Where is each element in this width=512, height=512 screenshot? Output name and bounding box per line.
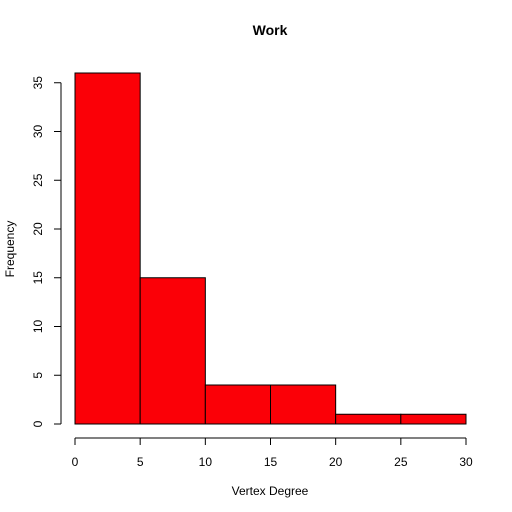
y-tick-label: 35 bbox=[31, 76, 45, 90]
x-tick-label: 25 bbox=[394, 455, 408, 469]
x-tick-label: 10 bbox=[199, 455, 213, 469]
y-tick-label: 25 bbox=[31, 173, 45, 187]
histogram-bar bbox=[335, 413, 402, 425]
bars-group bbox=[74, 72, 467, 425]
x-tick-label: 20 bbox=[329, 455, 343, 469]
x-tick-label: 30 bbox=[459, 455, 473, 469]
y-tick-label: 15 bbox=[31, 271, 45, 285]
y-tick-label: 30 bbox=[31, 125, 45, 139]
y-axis-label: Frequency bbox=[3, 221, 17, 278]
histogram-bar bbox=[74, 72, 141, 425]
x-axis: 0 5 10 15 20 25 30 bbox=[72, 437, 473, 469]
histogram-bar bbox=[400, 413, 467, 425]
x-axis-label: Vertex Degree bbox=[232, 484, 309, 498]
x-tick-label: 15 bbox=[264, 455, 278, 469]
y-axis: 0 5 10 15 20 25 30 35 bbox=[31, 76, 62, 427]
histogram-bar bbox=[270, 384, 337, 425]
x-tick-label: 0 bbox=[72, 455, 79, 469]
histogram-bar bbox=[204, 384, 271, 425]
y-tick-label: 5 bbox=[31, 372, 45, 379]
x-tick-label: 5 bbox=[137, 455, 144, 469]
y-tick-label: 20 bbox=[31, 222, 45, 236]
chart-title: Work bbox=[253, 22, 288, 38]
histogram-bar bbox=[139, 277, 206, 425]
y-tick-label: 10 bbox=[31, 320, 45, 334]
y-tick-label: 0 bbox=[31, 420, 45, 427]
